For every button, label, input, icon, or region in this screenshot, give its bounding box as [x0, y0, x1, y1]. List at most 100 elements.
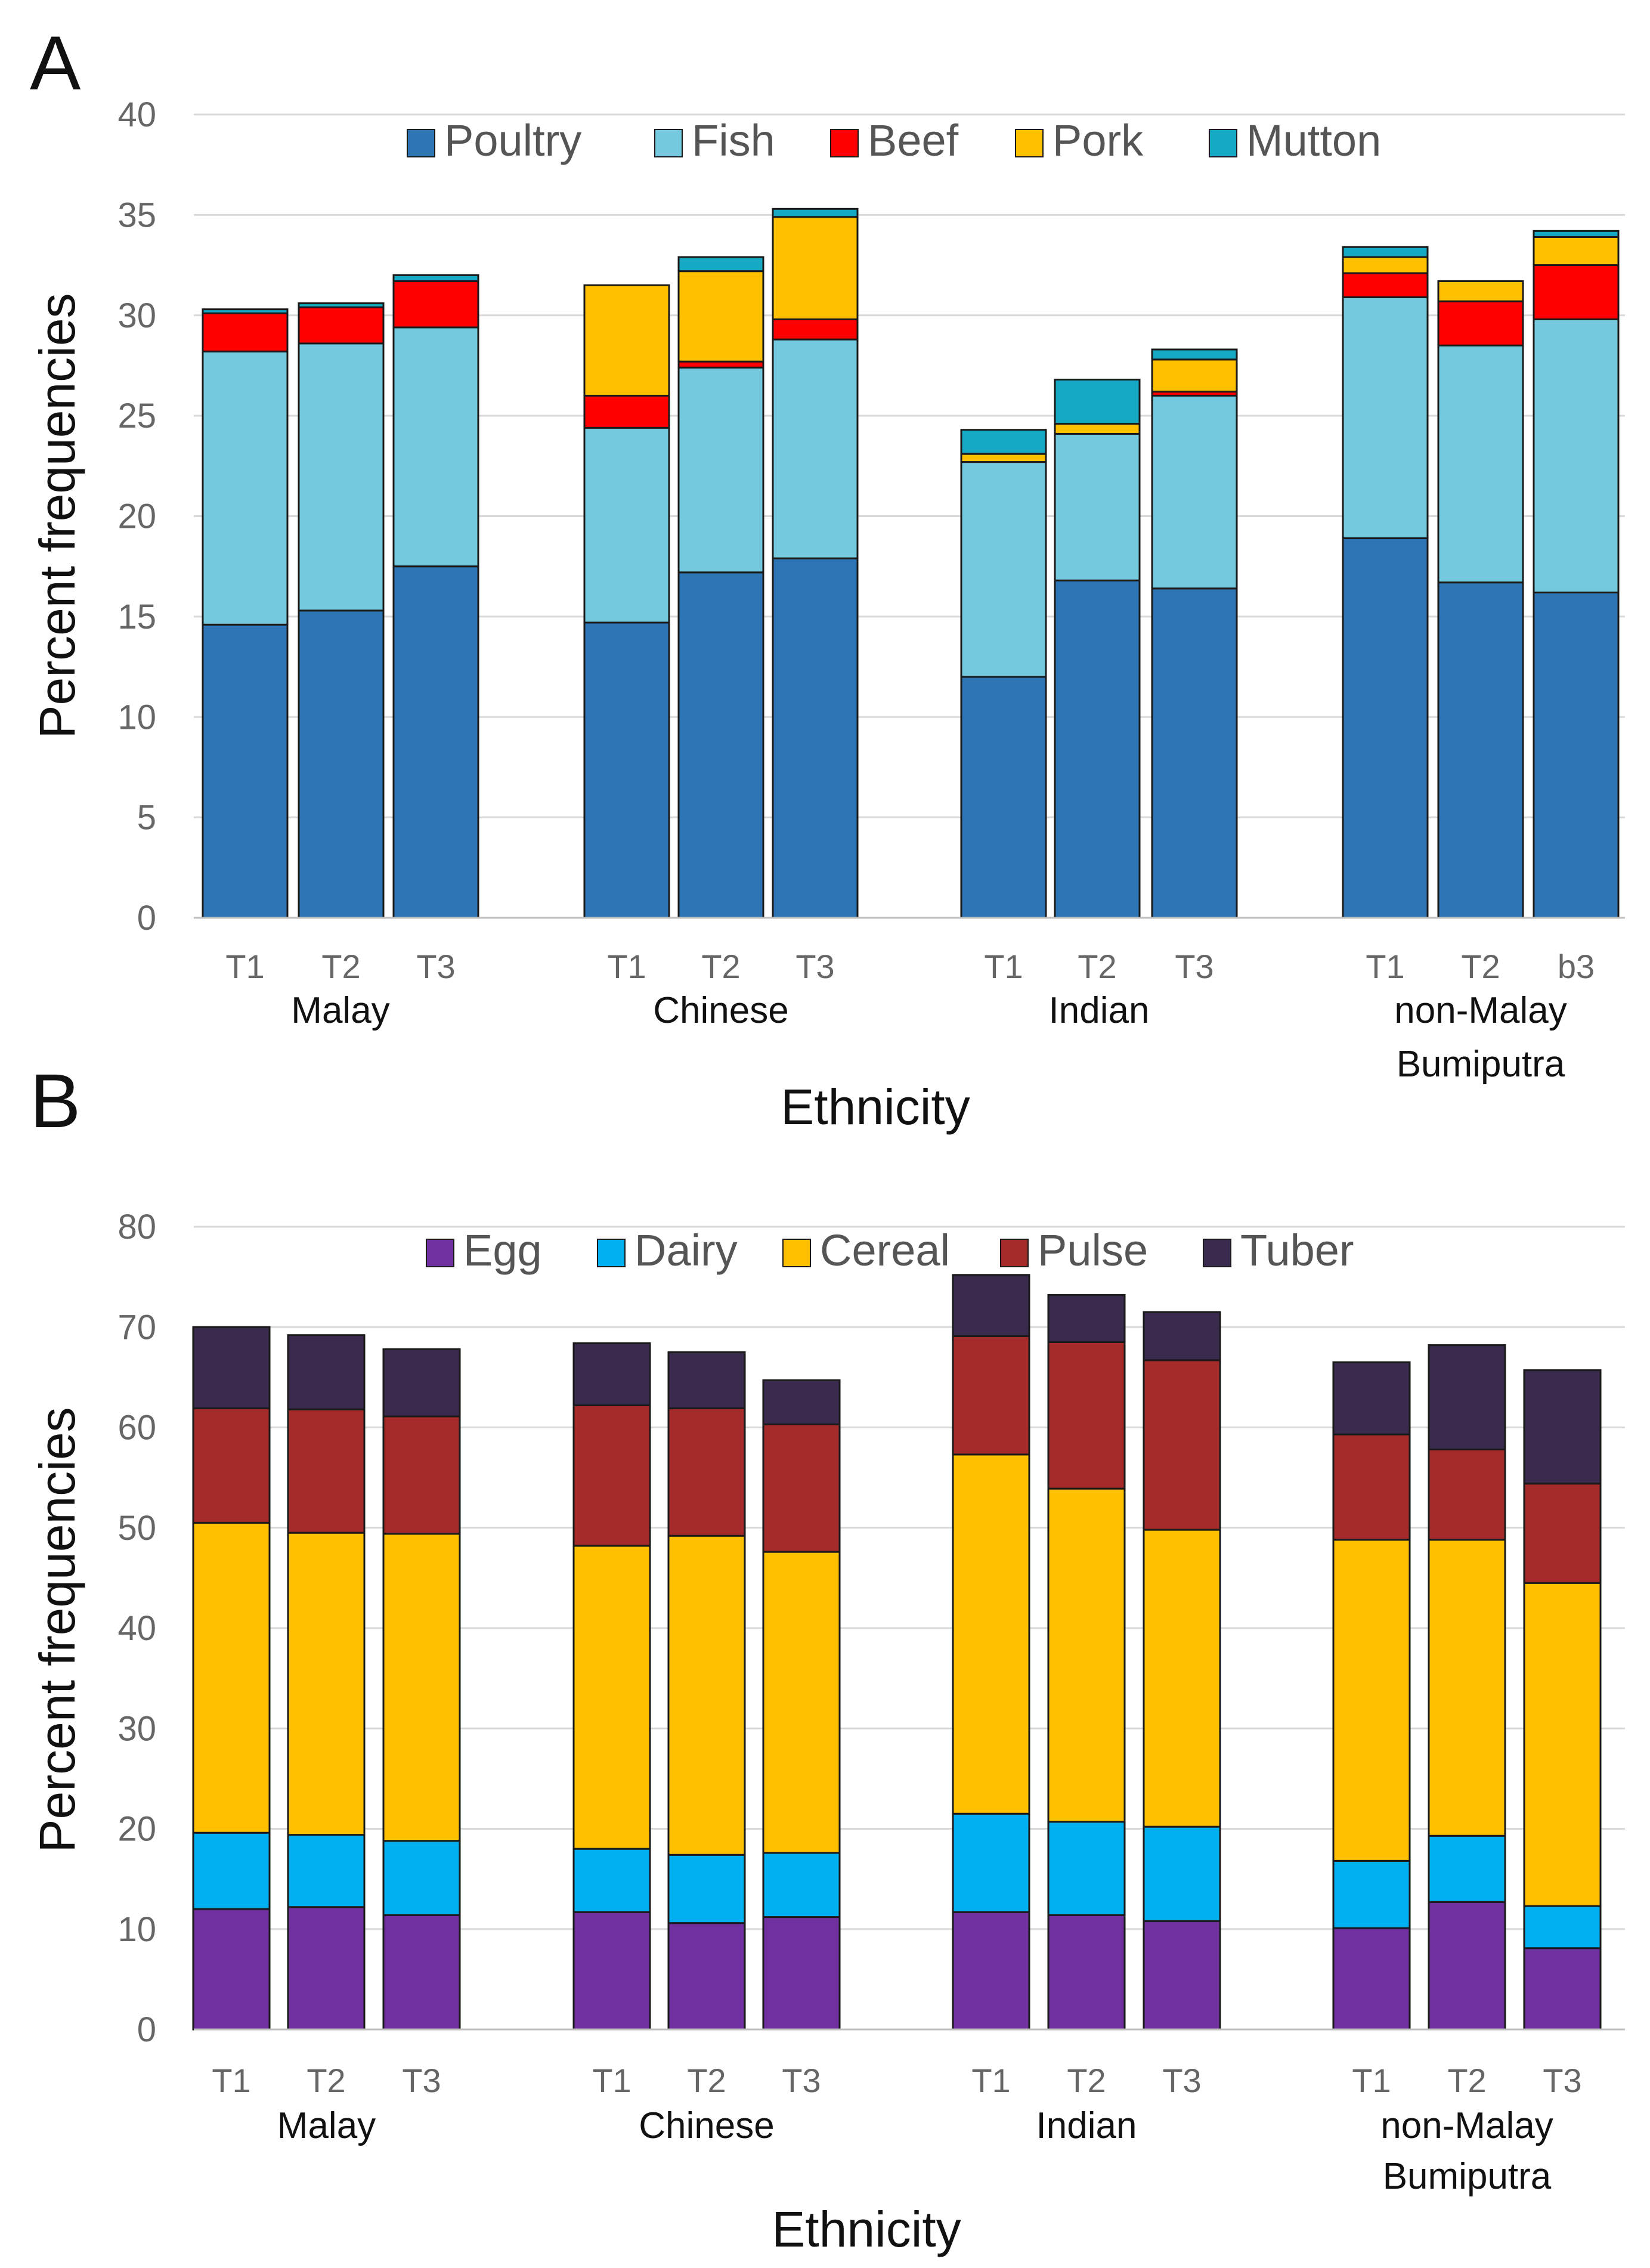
bar-segment-tuber [382, 1348, 461, 1418]
legend-label: Pork [1052, 116, 1144, 165]
bar-segment-egg [192, 1908, 271, 2031]
bar-segment-dairy [1523, 1905, 1602, 1950]
bar-segment-pork [677, 270, 764, 363]
bar-segment-beef [202, 312, 289, 352]
bar-segment-pulse [192, 1407, 271, 1524]
x-tick-label: T2 [321, 948, 360, 985]
bar-segment-beef [392, 280, 479, 329]
group-label: Chinese [653, 990, 788, 1031]
bar-segment-beef [583, 394, 670, 429]
panel-a-x-ticks: T1 T2 T3 T1 T2 T3 T1 T2 T3 T1 T2 b3 [225, 948, 1595, 985]
bar-segment-beef [1533, 264, 1620, 320]
panel-b-chart: 0 10 20 30 40 50 60 70 80 T1 T2 T3 T1 T2 T3 T1 T2 T3 T1 T2… [29, 1059, 1625, 2257]
bar-segment-egg [952, 1911, 1030, 2031]
x-tick-label: T1 [1352, 2062, 1391, 2099]
bar-segment-poultry [298, 609, 385, 919]
bar-segment-pulse [762, 1423, 841, 1553]
group-label: non-Malay [1380, 2105, 1553, 2146]
bar-segment-mutton [1533, 230, 1620, 238]
bar-segment-beef [298, 306, 385, 345]
bar-segment-cereal [572, 1545, 651, 1850]
y-tick-label: 0 [137, 2010, 156, 2049]
x-tick-label: T1 [971, 2062, 1010, 2099]
x-tick-label: T1 [592, 2062, 631, 2099]
bar-segment-tuber [1332, 1361, 1411, 1435]
panel-b-bars [192, 1274, 1602, 2031]
bar-segment-fish [772, 338, 859, 559]
bar-segment-mutton [202, 308, 289, 314]
panel-b-letter: B [30, 1059, 81, 1144]
y-tick-label: 40 [117, 95, 156, 134]
y-tick-label: 35 [117, 196, 156, 234]
bar-segment-beef [1437, 300, 1524, 346]
bar-segment-pulse [382, 1415, 461, 1535]
legend-swatch [782, 1239, 811, 1267]
bar-segment-pulse [952, 1335, 1030, 1456]
bar-segment-cereal [1047, 1487, 1126, 1823]
legend-swatch [426, 1239, 454, 1267]
bar-segment-pork [772, 216, 859, 320]
bar-segment-tuber [1523, 1369, 1602, 1485]
y-tick-label: 25 [117, 397, 156, 435]
y-tick-label: 10 [117, 1910, 156, 1949]
bar-segment-mutton [677, 256, 764, 273]
x-tick-label: T2 [1078, 948, 1116, 985]
x-tick-label: T1 [984, 948, 1023, 985]
bar-segment-pulse [1143, 1359, 1221, 1531]
legend-swatch [597, 1239, 626, 1267]
bar-segment-pulse [572, 1404, 651, 1547]
panel-a-bars [202, 208, 1620, 919]
x-tick-label: T3 [782, 2062, 821, 2099]
x-tick-label: T3 [1175, 948, 1213, 985]
bar-segment-dairy [762, 1852, 841, 1919]
x-tick-label: T3 [416, 948, 455, 985]
group-label: Bumiputra [1397, 1044, 1565, 1085]
bar-segment-pork [1342, 256, 1429, 274]
bar-segment-egg [1332, 1927, 1411, 2031]
bar-segment-mutton [1151, 348, 1238, 361]
bar-segment-tuber [1143, 1311, 1221, 1362]
bar-segment-egg [762, 1916, 841, 2031]
panel-b-x-ticks: T1 T2 T3 T1 T2 T3 T1 T2 T3 T1 T2 T3 [212, 2062, 1581, 2099]
bar-segment-pulse [1332, 1433, 1411, 1541]
bar-segment-egg [1428, 1901, 1506, 2031]
bar-segment-dairy [1047, 1821, 1126, 1916]
bar-segment-mutton [392, 274, 479, 283]
x-tick-label: T1 [607, 948, 646, 985]
x-tick-label: T2 [1067, 2062, 1106, 2099]
bar-segment-pulse [1523, 1483, 1602, 1584]
bar-segment-fish [298, 342, 385, 612]
bar-segment-fish [960, 461, 1047, 678]
bar-segment-tuber [667, 1351, 746, 1410]
legend-swatch [1203, 1239, 1231, 1267]
x-tick-label: T3 [402, 2062, 441, 2099]
x-tick-label: T3 [795, 948, 834, 985]
panel-b-y-ticks: 0 10 20 30 40 50 60 70 80 [117, 1208, 156, 2049]
bar-segment-dairy [572, 1848, 651, 1913]
bar-segment-mutton [298, 302, 385, 308]
bar-segment-dairy [667, 1854, 746, 1924]
bar-segment-fish [1054, 432, 1141, 581]
bar-segment-cereal [667, 1534, 746, 1856]
panel-a-letter: A [30, 21, 81, 106]
bar-segment-egg [667, 1922, 746, 2031]
bar-segment-pork [1151, 358, 1238, 393]
bar-segment-poultry [1342, 537, 1429, 919]
group-label: Bumiputra [1383, 2156, 1552, 2197]
bar-segment-tuber [1428, 1344, 1506, 1451]
x-tick-label: T1 [212, 2062, 250, 2099]
bar-segment-poultry [1437, 581, 1524, 919]
panel-b-group-labels: Malay Chinese Indian non-Malay Bumiputra [277, 2105, 1553, 2197]
bar-segment-fish [1437, 344, 1524, 584]
bar-segment-fish [1151, 394, 1238, 590]
panel-b-legend: Egg Dairy Cereal Pulse Tuber [426, 1226, 1354, 1275]
group-label: Indian [1049, 990, 1150, 1031]
bar-segment-pork [1437, 280, 1524, 302]
y-tick-label: 30 [117, 296, 156, 335]
bar-segment-fish [1342, 296, 1429, 540]
y-tick-label: 40 [117, 1609, 156, 1648]
bar-segment-dairy [1143, 1825, 1221, 1922]
x-tick-label: T1 [225, 948, 264, 985]
panel-a-x-label: Ethnicity [781, 1079, 970, 1135]
bar-segment-tuber [572, 1342, 651, 1406]
